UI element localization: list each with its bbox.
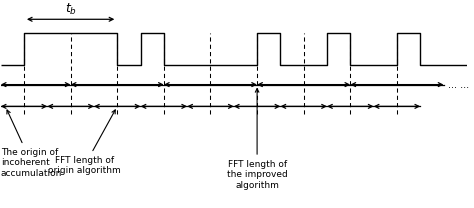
Text: FFT length of
origin algorithm: FFT length of origin algorithm bbox=[48, 110, 121, 175]
Text: The origin of
incoherent
accumulation: The origin of incoherent accumulation bbox=[0, 110, 62, 178]
Text: ... ...: ... ... bbox=[448, 80, 469, 90]
Text: $t_b$: $t_b$ bbox=[64, 2, 77, 17]
Text: FFT length of
the improved
algorithm: FFT length of the improved algorithm bbox=[227, 89, 287, 190]
